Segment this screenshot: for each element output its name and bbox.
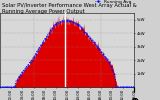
- Text: Solar PV/Inverter Performance West Array Actual & Running Average Power Output: Solar PV/Inverter Performance West Array…: [2, 3, 136, 14]
- Legend: Actual Power, Running Avg: Actual Power, Running Avg: [95, 0, 132, 4]
